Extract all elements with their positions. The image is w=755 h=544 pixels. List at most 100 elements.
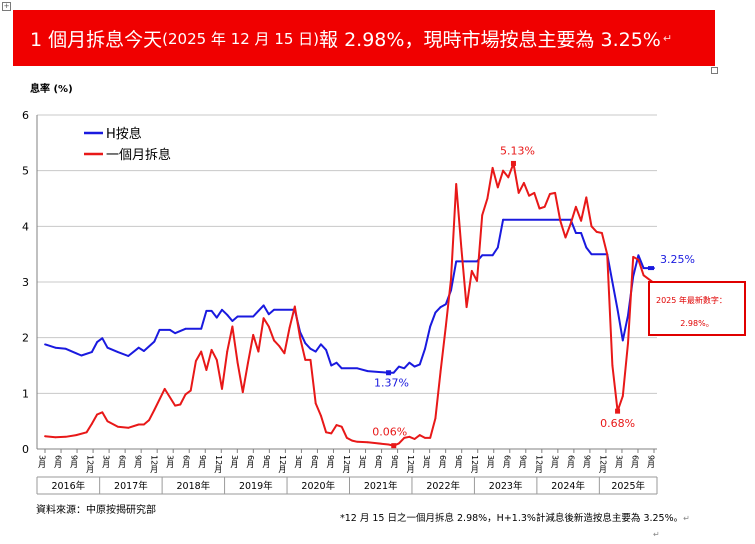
hibor-point [491, 166, 494, 169]
x-tick-label: 9月 [454, 455, 463, 469]
h-rate-point [627, 314, 629, 317]
x-tick-label: 12月 [470, 455, 479, 474]
hibor-point [153, 409, 156, 411]
h-rate-point [481, 254, 484, 257]
hibor-point [137, 423, 140, 426]
y-tick-label: 0 [22, 443, 29, 456]
x-tick-label: 6月 [566, 455, 575, 469]
h-rate-point [330, 364, 333, 367]
h-rate-point [413, 365, 416, 368]
h-rate-point [444, 303, 447, 306]
h-rate-point [226, 313, 229, 316]
hibor-point [288, 326, 291, 329]
hibor-point [528, 194, 530, 197]
h-rate-point [403, 367, 406, 370]
x-tick-label: 9月 [326, 455, 335, 469]
year-label: 2022年 [426, 480, 460, 492]
h-rate-point [465, 260, 468, 263]
hibor-point [174, 404, 177, 407]
callout-line-2: 2.98%。 [680, 319, 714, 328]
h-rate-point [231, 320, 234, 322]
annotation-label: 1.37% [374, 377, 409, 390]
x-tick-label: 3月 [358, 455, 367, 469]
hibor-point [621, 395, 624, 398]
h-rate-point [101, 337, 104, 340]
x-tick-label: 3月 [550, 455, 559, 469]
hibor-point [595, 231, 598, 233]
paragraph-mark-icon: ↵ [683, 514, 690, 523]
hibor-point [366, 441, 369, 444]
year-label: 2019年 [239, 480, 273, 492]
hibor-point [195, 360, 197, 362]
h-rate-point [215, 316, 218, 319]
h-rate-point [392, 371, 395, 374]
hibor-point [221, 387, 223, 390]
hibor-point [293, 305, 296, 308]
hibor-point [439, 370, 442, 372]
h-rate-point [106, 346, 109, 349]
annotation-marker [510, 160, 516, 166]
hibor-point [267, 325, 270, 328]
hibor-point [569, 222, 572, 225]
h-rate-point [429, 325, 432, 328]
hibor-point [319, 414, 322, 417]
x-tick-label: 3月 [38, 455, 47, 469]
x-tick-label: 9月 [198, 455, 207, 469]
h-rate-point [273, 308, 275, 311]
h-rate-point [90, 351, 93, 354]
h-rate-point [44, 343, 46, 346]
h-rate-point [340, 367, 343, 370]
x-tick-label: 12月 [150, 455, 159, 474]
x-tick-label: 12月 [214, 455, 223, 474]
hibor-point [101, 411, 104, 414]
hibor-point [460, 247, 463, 250]
h-rate-point [75, 352, 78, 355]
x-tick-label: 9月 [390, 455, 399, 469]
x-tick-label: 9月 [262, 455, 271, 469]
hibor-point [470, 269, 473, 272]
hibor-point [236, 361, 239, 364]
hibor-point [486, 197, 489, 200]
hibor-point [54, 436, 57, 439]
annotation-marker [391, 443, 397, 449]
x-tick-label: 3月 [486, 455, 495, 469]
hibor-point [356, 440, 359, 443]
hibor-point [44, 435, 46, 438]
x-tick-label: 3月 [166, 455, 175, 469]
hibor-point [455, 183, 458, 185]
y-tick-label: 6 [22, 109, 29, 122]
x-tick-label: 12月 [342, 455, 351, 474]
resize-handle-icon[interactable] [711, 67, 718, 74]
h-rate-point [502, 218, 504, 221]
hibor-point [377, 442, 380, 445]
year-label: 2018年 [177, 480, 211, 492]
hibor-point [418, 434, 421, 436]
annotation-marker [386, 370, 392, 376]
x-tick-label: 3月 [614, 455, 623, 469]
h-rate-point [54, 346, 57, 349]
hibor-point [533, 192, 536, 194]
hibor-point [606, 253, 609, 256]
hibor-point [507, 176, 510, 179]
h-rate-point [455, 260, 458, 263]
year-label: 2024年 [551, 480, 585, 492]
hibor-point [215, 359, 218, 361]
hibor-point [450, 278, 452, 281]
hibor-point [96, 413, 98, 416]
h-rate-point [267, 313, 270, 316]
h-rate-point [304, 342, 307, 345]
h-rate-point [418, 363, 421, 366]
hibor-point [548, 193, 551, 195]
footnote-text: *12 月 15 日之一個月拆息 2.98%，H+1.3%計減息後新造按息主要為… [340, 513, 684, 524]
h-rate-point [398, 365, 400, 368]
h-rate-point [142, 350, 145, 352]
x-tick-label: 9月 [647, 455, 656, 469]
x-tick-label: 6月 [502, 455, 511, 469]
anchor-handle-icon[interactable]: + [2, 2, 11, 11]
hibor-point [345, 436, 348, 439]
hibor-point [179, 403, 182, 406]
h-rate-point [496, 246, 499, 249]
y-tick-label: 4 [22, 220, 29, 233]
x-tick-label: 3月 [294, 455, 303, 469]
hibor-point [647, 278, 650, 281]
